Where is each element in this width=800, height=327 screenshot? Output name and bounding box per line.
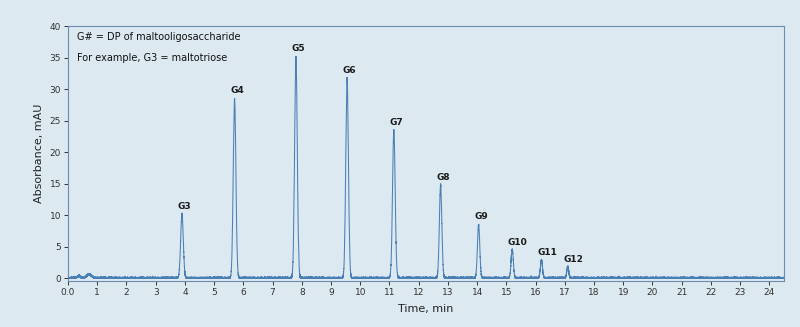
Text: G3: G3 bbox=[178, 202, 191, 211]
Text: G9: G9 bbox=[474, 213, 488, 221]
Text: G4: G4 bbox=[230, 86, 244, 95]
Text: G6: G6 bbox=[342, 66, 356, 75]
Text: G5: G5 bbox=[291, 44, 305, 53]
X-axis label: Time, min: Time, min bbox=[398, 304, 454, 314]
Text: G12: G12 bbox=[563, 255, 583, 264]
Text: G10: G10 bbox=[508, 238, 527, 247]
Y-axis label: Absorbance, mAU: Absorbance, mAU bbox=[34, 104, 44, 203]
Text: For example, G3 = maltotriose: For example, G3 = maltotriose bbox=[77, 53, 227, 62]
Text: G11: G11 bbox=[537, 248, 557, 257]
Text: G8: G8 bbox=[436, 173, 450, 182]
Text: G7: G7 bbox=[390, 118, 403, 127]
Text: G# = DP of maltooligosaccharide: G# = DP of maltooligosaccharide bbox=[77, 32, 240, 43]
